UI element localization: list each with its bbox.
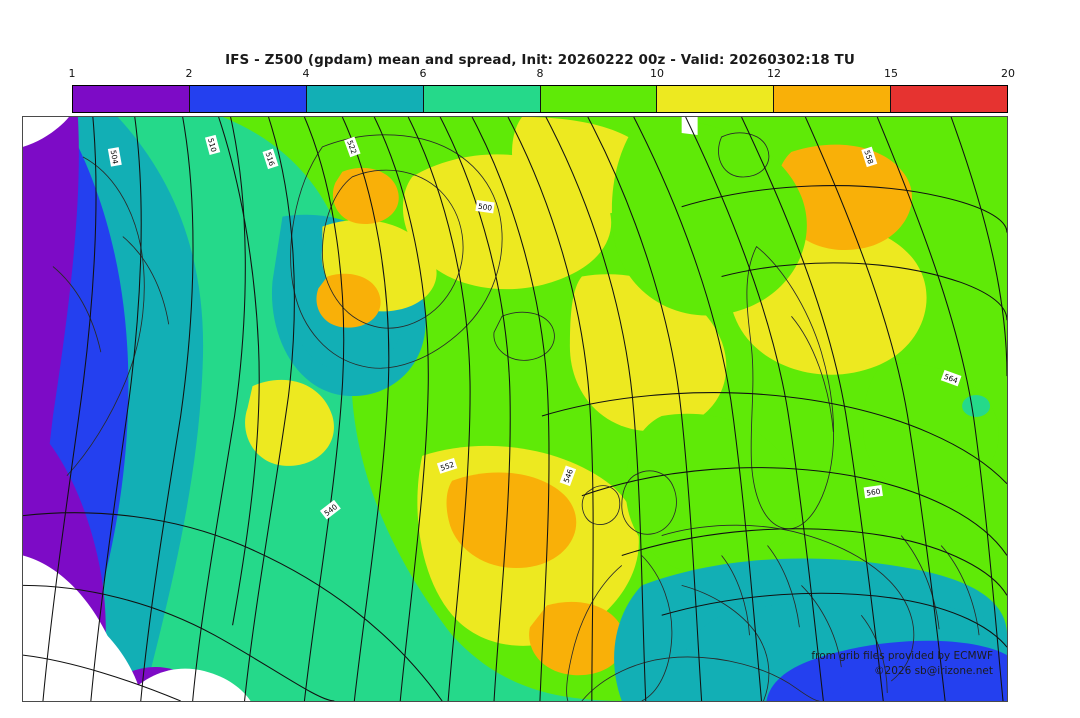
colorbar-tick-8: 8 bbox=[536, 67, 544, 80]
colorbar: 1 2 4 6 8 10 12 15 20 bbox=[69, 67, 1015, 113]
map-panel[interactable]: 504 510 516 522 bbox=[22, 116, 1008, 702]
colorbar-tick-12: 12 bbox=[767, 67, 781, 80]
svg-text:552: 552 bbox=[439, 460, 455, 473]
svg-text:510: 510 bbox=[206, 137, 218, 153]
svg-text:560: 560 bbox=[866, 487, 881, 498]
colorbar-band-12-15 bbox=[774, 86, 892, 112]
svg-text:516: 516 bbox=[264, 151, 277, 167]
coastlines bbox=[52, 132, 980, 701]
colorbar-band-15-20 bbox=[891, 86, 1007, 112]
page-title: IFS - Z500 (gpdam) mean and spread, Init… bbox=[225, 52, 855, 68]
colorbar-tick-1: 1 bbox=[68, 67, 76, 80]
colorbar-tick-2: 2 bbox=[185, 67, 193, 80]
colorbar-tick-labels: 1 2 4 6 8 10 12 15 20 bbox=[68, 67, 1016, 83]
colorbar-band-2-4 bbox=[189, 86, 307, 112]
svg-text:500: 500 bbox=[477, 202, 492, 213]
svg-text:504: 504 bbox=[109, 149, 120, 165]
colorbar-band-4-6 bbox=[306, 86, 424, 112]
svg-text:522: 522 bbox=[345, 139, 358, 155]
svg-text:558: 558 bbox=[862, 149, 875, 165]
contour-labels: 504 510 516 522 bbox=[107, 134, 962, 520]
colorbar-band-1-2 bbox=[73, 86, 190, 112]
colorbar-tick-10: 10 bbox=[650, 67, 664, 80]
colorbar-tick-4: 4 bbox=[302, 67, 310, 80]
spread-shading bbox=[23, 117, 1007, 701]
colorbar-band-8-10 bbox=[540, 86, 658, 112]
colorbar-tick-6: 6 bbox=[419, 67, 427, 80]
colorbar-band-10-12 bbox=[657, 86, 775, 112]
colorbar-band-6-8 bbox=[423, 86, 541, 112]
colorbar-tick-15: 15 bbox=[884, 67, 898, 80]
map-canvas: 504 510 516 522 bbox=[23, 117, 1007, 701]
colorbar-bands bbox=[72, 85, 1008, 113]
geopotential-contours bbox=[23, 117, 1007, 701]
colorbar-tick-20: 20 bbox=[1001, 67, 1015, 80]
